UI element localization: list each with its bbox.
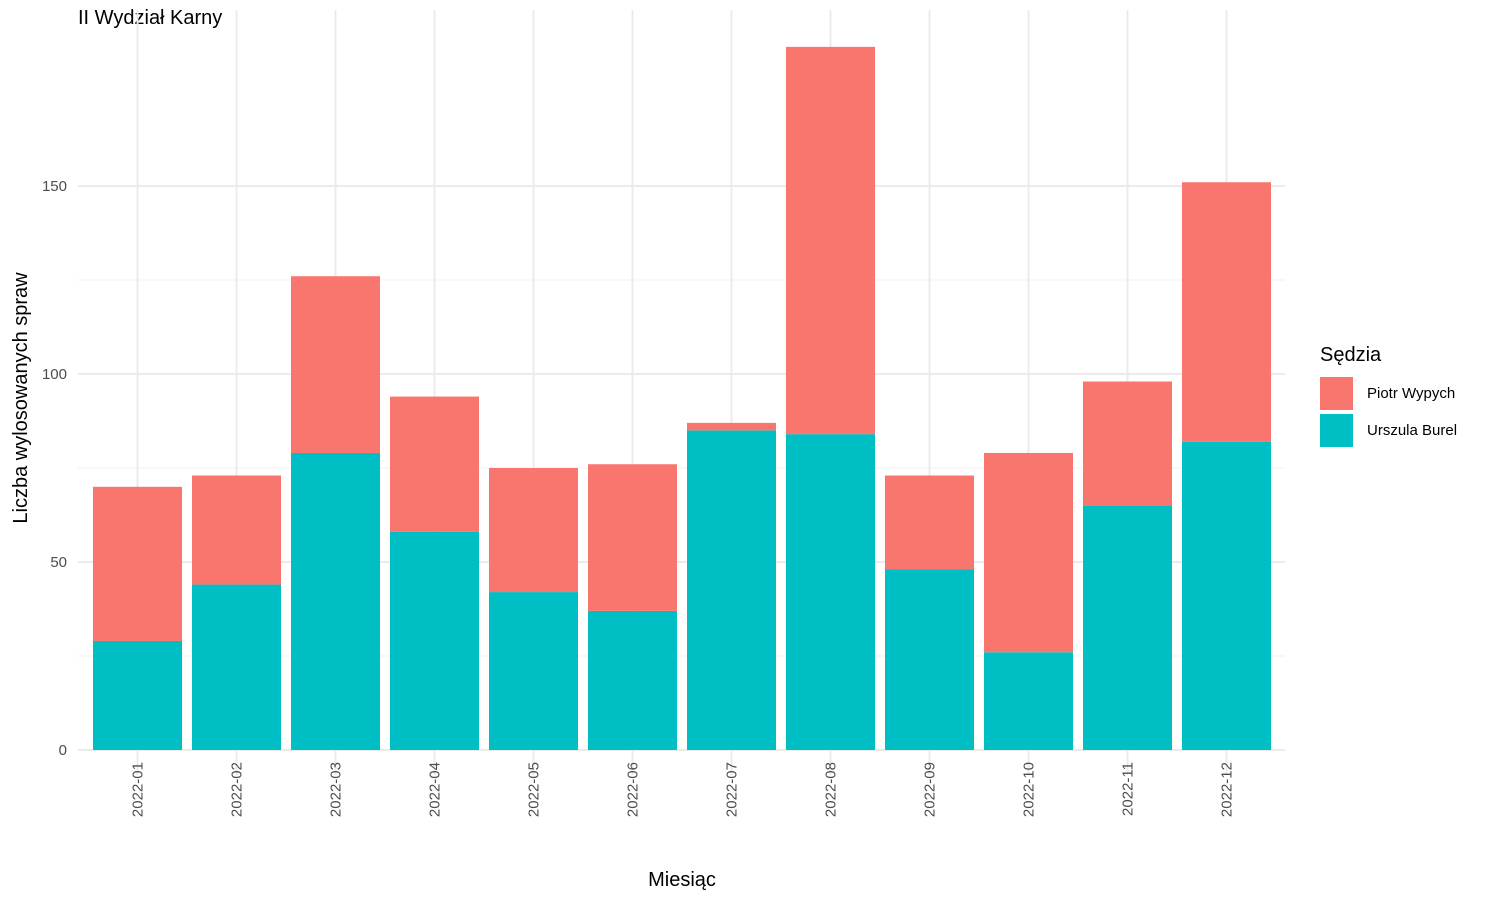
legend-label-urszula-burel: Urszula Burel — [1367, 422, 1458, 439]
x-tick-label: 2022-04 — [427, 762, 444, 817]
x-tick-label: 2022-05 — [526, 762, 543, 817]
y-tick-label: 0 — [59, 742, 67, 759]
bar-urszula-burel-2022-03 — [291, 452, 380, 750]
legend-item-piotr-wypych: Piotr Wypych — [1320, 375, 1457, 412]
bar-piotr-wypych-2022-03 — [291, 276, 380, 453]
bar-urszula-burel-2022-11 — [1083, 505, 1172, 750]
legend-key-piotr-wypych — [1320, 377, 1353, 410]
x-axis-ticks: 2022-01 2022-02 2022-03 2022-04 2022-05 2022-… — [130, 762, 1236, 817]
bar-piotr-wypych-2022-07 — [687, 422, 776, 431]
x-tick-label: 2022-12 — [1219, 762, 1236, 817]
bar-piotr-wypych-2022-01 — [93, 486, 182, 641]
legend: Sędzia Piotr Wypych Urszula Burel — [1320, 344, 1457, 449]
bar-urszula-burel-2022-05 — [489, 592, 578, 750]
chart-title: II Wydział Karny — [78, 7, 223, 29]
bar-urszula-burel-2022-10 — [984, 652, 1073, 750]
bar-piotr-wypych-2022-02 — [192, 475, 281, 585]
x-tick-label: 2022-08 — [823, 762, 840, 817]
legend-key-urszula-burel — [1320, 414, 1353, 447]
y-axis-title: Liczba wylosowanych spraw — [10, 272, 32, 524]
bar-piotr-wypych-2022-06 — [588, 464, 677, 611]
x-tick-label: 2022-09 — [922, 762, 939, 817]
legend-item-urszula-burel: Urszula Burel — [1320, 412, 1457, 449]
y-axis-ticks: 0 50 100 150 — [42, 178, 67, 759]
bar-urszula-burel-2022-12 — [1182, 441, 1271, 750]
bar-piotr-wypych-2022-04 — [390, 396, 479, 532]
bar-urszula-burel-2022-01 — [93, 640, 182, 750]
bar-urszula-burel-2022-07 — [687, 430, 776, 750]
y-tick-label: 100 — [42, 366, 67, 383]
y-tick-label: 50 — [50, 554, 67, 571]
bar-piotr-wypych-2022-09 — [885, 475, 974, 570]
x-tick-label: 2022-11 — [1120, 762, 1137, 816]
x-tick-label: 2022-03 — [328, 762, 345, 817]
bar-urszula-burel-2022-08 — [786, 434, 875, 750]
bar-piotr-wypych-2022-08 — [786, 46, 875, 435]
bar-urszula-burel-2022-02 — [192, 584, 281, 750]
bar-piotr-wypych-2022-05 — [489, 468, 578, 593]
x-tick-label: 2022-10 — [1021, 762, 1038, 817]
x-tick-label: 2022-01 — [130, 762, 147, 817]
x-tick-label: 2022-02 — [229, 762, 246, 817]
y-tick-label: 150 — [42, 178, 67, 195]
bar-urszula-burel-2022-09 — [885, 569, 974, 750]
bar-urszula-burel-2022-06 — [588, 610, 677, 750]
x-tick-label: 2022-06 — [625, 762, 642, 817]
x-tick-label: 2022-07 — [724, 762, 741, 817]
legend-label-piotr-wypych: Piotr Wypych — [1367, 385, 1456, 402]
x-axis-title: Miesiąc — [648, 869, 716, 891]
bar-piotr-wypych-2022-11 — [1083, 381, 1172, 506]
bar-urszula-burel-2022-04 — [390, 531, 479, 750]
bars — [93, 46, 1271, 750]
legend-title: Sędzia — [1320, 344, 1382, 366]
bar-piotr-wypych-2022-10 — [984, 452, 1073, 653]
bar-piotr-wypych-2022-12 — [1182, 182, 1271, 442]
